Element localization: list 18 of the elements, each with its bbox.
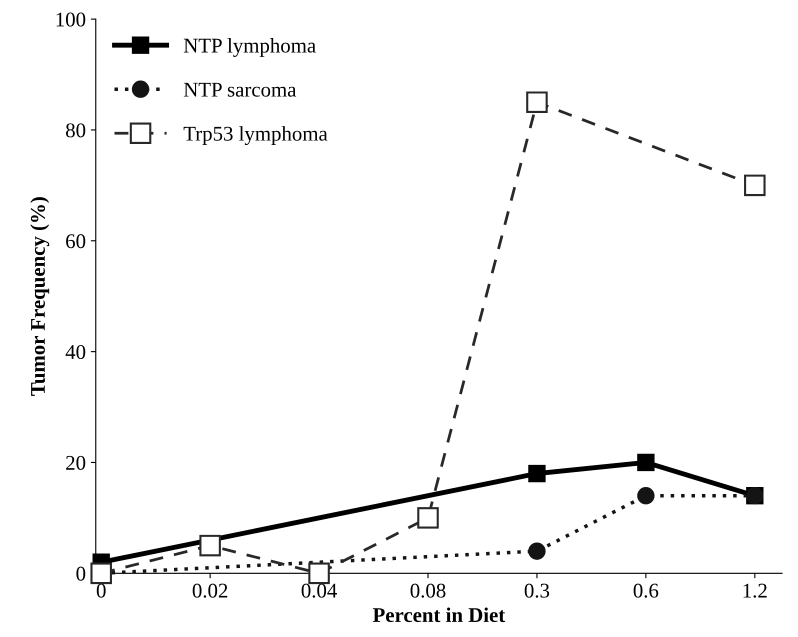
y-tick-label: 0	[76, 566, 86, 581]
x-axis-title: Percent in Diet	[372, 607, 506, 622]
x-tick-label: 0	[96, 584, 106, 598]
legend-label: NTP lymphoma	[184, 38, 316, 57]
y-tick-label: 20	[66, 456, 86, 470]
y-tick-label: 40	[66, 345, 86, 360]
x-tick-label: 0.04	[302, 584, 337, 598]
x-tick-label: 0.3	[524, 584, 550, 598]
y-tick-label: 100	[56, 12, 86, 27]
x-tick-label: 1.2	[744, 584, 767, 598]
y-tick-label: 60	[66, 234, 86, 248]
legend-label: NTP sarcoma	[184, 82, 296, 97]
x-tick-label: 0.08	[410, 584, 446, 598]
x-tick-label: 0.02	[192, 584, 228, 598]
x-tick-label: 0.6	[634, 584, 658, 598]
y-tick-label: 80	[66, 123, 86, 138]
y-axis-title: Tumor Frequency (%)	[30, 197, 50, 396]
legend-label: Trp53 lymphoma	[184, 126, 328, 146]
